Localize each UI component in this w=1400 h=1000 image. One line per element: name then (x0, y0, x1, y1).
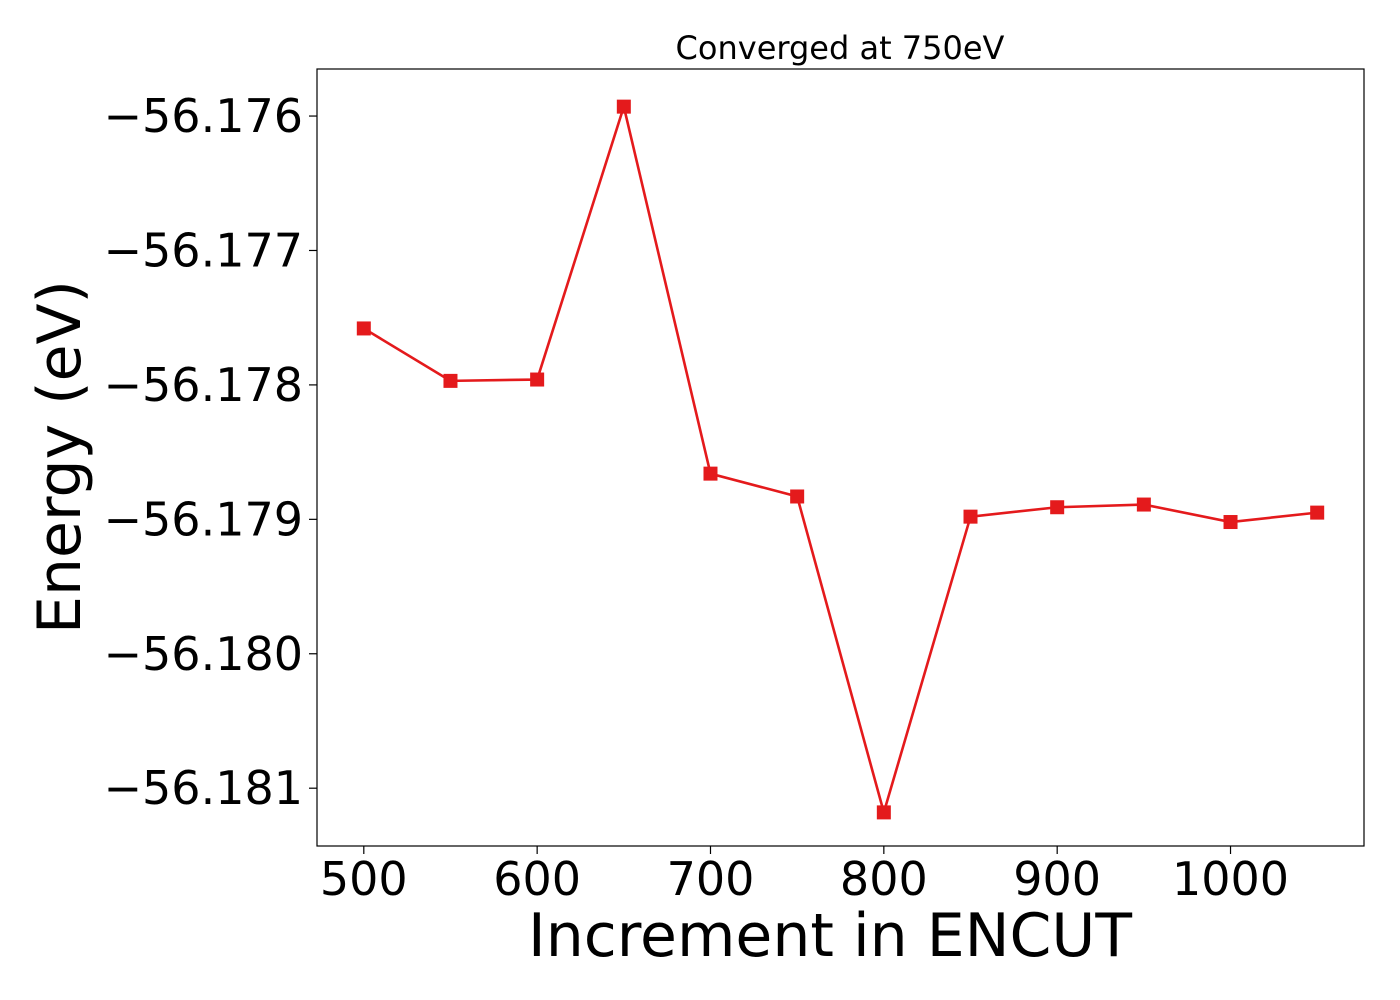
series-layer (356, 99, 1325, 820)
x-tick-label: 600 (493, 852, 581, 906)
y-tick-label: −56.176 (104, 89, 304, 143)
x-axis-title: Increment in ENCUT (528, 901, 1132, 971)
data-point-marker (1223, 515, 1238, 530)
data-point-marker (530, 372, 545, 387)
y-axis: −56.176 −56.177 −56.178 −56.179 −56.180 −56.1… (104, 89, 317, 815)
plot-frame (316, 68, 1365, 847)
data-point-marker (1136, 497, 1151, 512)
y-tick-label: −56.177 (104, 223, 304, 277)
y-tick-label: −56.179 (104, 492, 304, 546)
x-tick-label: 900 (1013, 852, 1101, 906)
data-point-marker (876, 805, 891, 820)
data-point-marker (356, 321, 371, 336)
chart-title: Converged at 750eV (676, 29, 1005, 67)
y-axis-title: Energy (eV) (25, 280, 95, 634)
data-point-marker (443, 373, 458, 388)
x-tick-label: 800 (840, 852, 928, 906)
data-point-marker (1050, 500, 1065, 515)
data-point-marker (703, 466, 718, 481)
y-tick-label: −56.180 (104, 627, 304, 681)
data-point-marker (616, 99, 631, 114)
data-point-marker (963, 509, 978, 524)
x-tick-label: 500 (320, 852, 408, 906)
data-point-marker (1310, 505, 1325, 520)
x-axis: 500 600 700 800 900 1000 (320, 846, 1289, 906)
x-tick-label: 700 (667, 852, 755, 906)
x-tick-label: 1000 (1172, 852, 1289, 906)
y-tick-label: −56.181 (104, 761, 304, 815)
data-point-marker (790, 489, 805, 504)
series-line (363, 101, 1318, 818)
y-tick-label: −56.178 (104, 358, 304, 412)
